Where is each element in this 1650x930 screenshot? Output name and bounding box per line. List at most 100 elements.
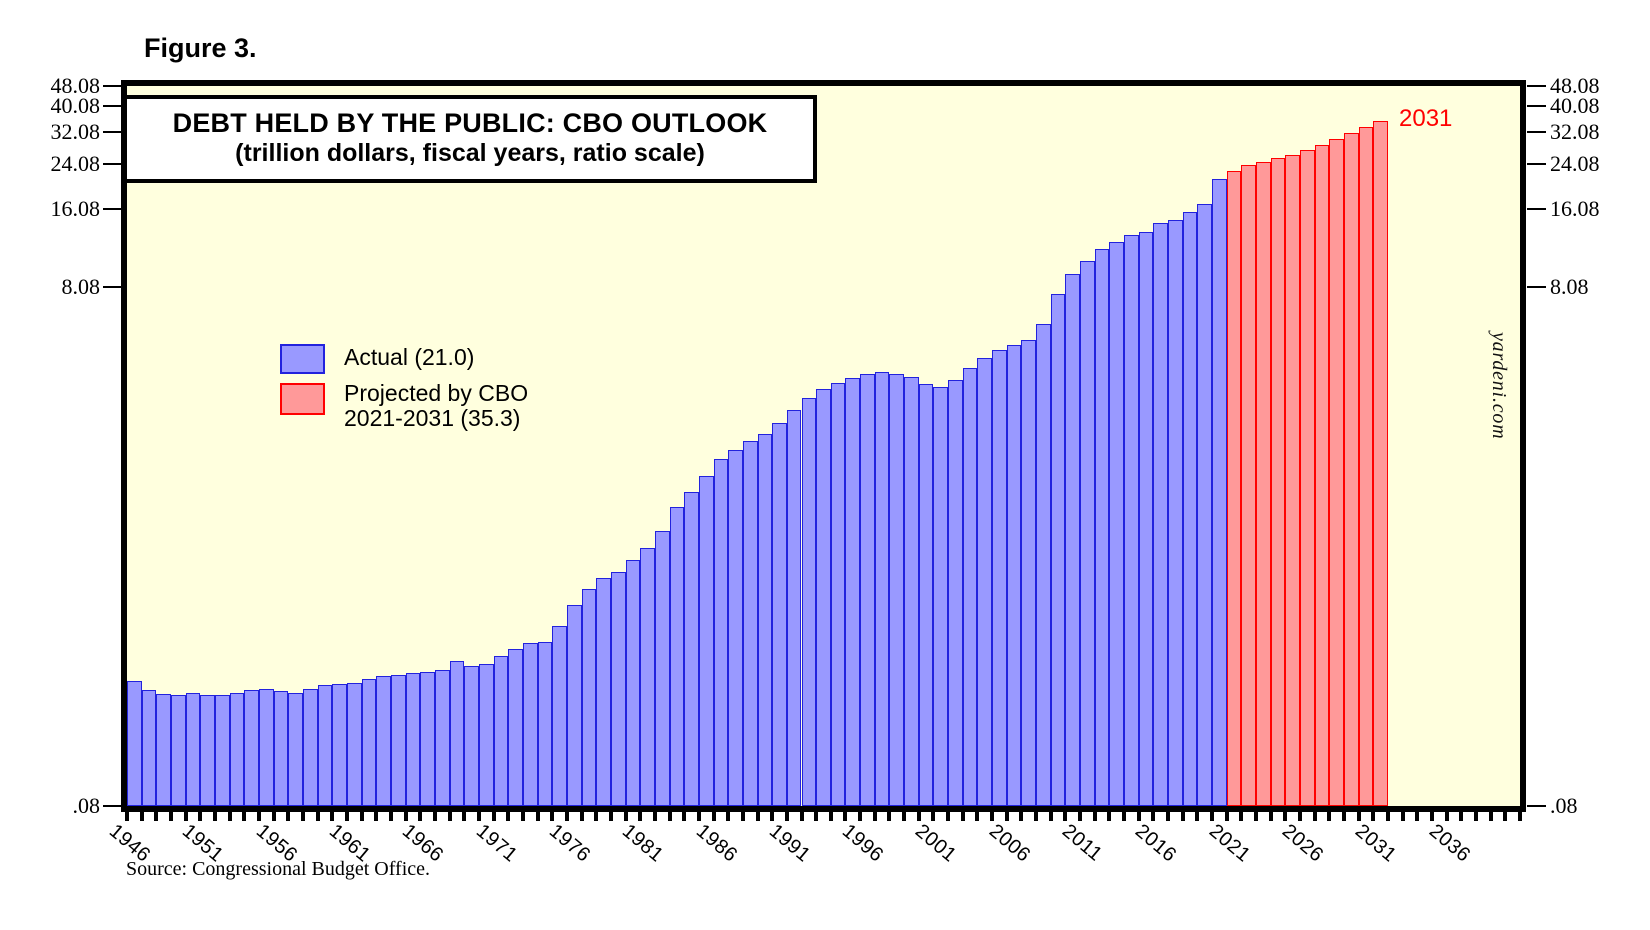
- bar-1970: [478, 663, 494, 806]
- x-axis-tick: [506, 812, 511, 821]
- x-axis-tick: [1151, 812, 1156, 821]
- bar-1980: [625, 560, 641, 806]
- x-axis-tick: [183, 812, 188, 821]
- x-axis-tick: [447, 812, 452, 821]
- y-axis-label-left-16.08: 16.08: [50, 196, 101, 222]
- bar-2003: [962, 368, 978, 806]
- x-axis-tick: [1180, 812, 1185, 821]
- bar-1992: [801, 398, 817, 806]
- y-axis-tick-right: [1527, 285, 1546, 288]
- bar-1997: [874, 372, 890, 806]
- bar-1947: [141, 690, 157, 806]
- bar-1991: [786, 410, 802, 806]
- x-axis-tick: [740, 812, 745, 821]
- bar-1978: [596, 577, 611, 806]
- y-axis-tick-right: [1527, 208, 1546, 211]
- y-axis-tick-right: [1527, 105, 1546, 108]
- x-axis-tick: [271, 812, 276, 821]
- bar-1956: [273, 691, 289, 806]
- x-axis-tick: [1063, 812, 1068, 821]
- bar-1948: [156, 694, 171, 806]
- x-axis-tick: [1078, 812, 1083, 821]
- x-axis-tick: [814, 812, 819, 821]
- bar-1951: [200, 695, 215, 806]
- y-axis-label-right-.08: .08: [1550, 793, 1578, 818]
- x-axis-tick: [403, 812, 408, 821]
- bar-2030: [1358, 126, 1374, 806]
- x-axis-label-1976: 1976: [544, 820, 595, 867]
- x-axis-tick: [608, 812, 613, 821]
- y-axis-tick-right: [1527, 162, 1546, 165]
- bar-1999: [904, 376, 919, 806]
- source-note: Source: Congressional Budget Office.: [126, 858, 431, 880]
- yardeni-watermark: yardeni.com: [1488, 332, 1510, 440]
- bar-1977: [581, 589, 597, 806]
- bar-1990: [772, 422, 787, 806]
- x-axis-tick: [1444, 812, 1449, 821]
- bar-1974: [537, 641, 553, 806]
- legend-projected-swatch: [280, 383, 325, 415]
- x-axis-tick: [212, 812, 217, 821]
- x-axis-tick: [476, 812, 481, 821]
- x-axis-tick: [682, 812, 687, 821]
- x-axis-tick: [1019, 812, 1024, 821]
- x-axis-tick: [916, 812, 921, 821]
- x-axis-tick: [946, 812, 951, 821]
- bar-2023: [1256, 161, 1271, 806]
- x-axis-label-1996: 1996: [838, 820, 888, 867]
- bar-2013: [1109, 242, 1125, 806]
- x-axis-tick: [843, 812, 848, 821]
- x-axis-tick: [1048, 812, 1053, 821]
- x-axis-tick: [344, 812, 349, 821]
- y-axis-label-left-32.08: 32.08: [50, 118, 101, 144]
- legend-projected-label: Projected by CBO 2021-2031 (35.3): [344, 381, 528, 431]
- x-axis-tick: [1195, 812, 1200, 821]
- x-axis-tick: [388, 812, 393, 821]
- x-axis-tick: [125, 812, 129, 821]
- bar-1979: [610, 572, 626, 806]
- y-axis-tick-right: [1527, 805, 1546, 807]
- x-axis-tick: [1386, 812, 1391, 821]
- bar-1965: [405, 672, 421, 806]
- bar-1961: [346, 683, 362, 806]
- x-axis-tick: [990, 812, 995, 821]
- x-axis-tick: [1092, 812, 1097, 821]
- bar-1984: [684, 491, 699, 806]
- bar-2024: [1270, 158, 1286, 806]
- bar-2009: [1050, 294, 1066, 806]
- x-axis-label-2001: 2001: [911, 820, 962, 867]
- x-axis-tick: [330, 812, 335, 821]
- bar-1967: [434, 670, 450, 806]
- y-axis-tick-left: [103, 805, 122, 807]
- x-axis-tick: [638, 812, 643, 821]
- x-axis-tick: [1356, 812, 1361, 821]
- x-axis-tick: [1430, 812, 1435, 821]
- bar-2014: [1124, 235, 1139, 806]
- chart-subtitle: (trillion dollars, fiscal years, ratio s…: [235, 139, 705, 167]
- y-axis-label-left-40.08: 40.08: [50, 93, 101, 119]
- y-axis-tick-left: [103, 85, 122, 87]
- bar-1955: [258, 689, 274, 806]
- x-axis-tick: [1415, 812, 1420, 821]
- y-axis-label-left-48.08: 48.08: [50, 73, 101, 98]
- bar-1988: [742, 440, 758, 806]
- bar-2029: [1344, 133, 1359, 806]
- x-axis-tick: [1283, 812, 1288, 821]
- x-axis-label-1981: 1981: [618, 820, 668, 867]
- x-axis-tick: [594, 812, 599, 821]
- x-axis-tick: [491, 812, 496, 821]
- legend-actual-swatch: [280, 344, 325, 374]
- x-axis-tick: [887, 812, 892, 821]
- y-axis-label-right-24.08: 24.08: [1550, 150, 1600, 176]
- bar-1957: [288, 692, 303, 806]
- y-axis-tick-right: [1527, 85, 1546, 87]
- bar-2011: [1080, 261, 1095, 806]
- bar-1994: [830, 383, 846, 806]
- bar-1958: [302, 689, 318, 806]
- bar-2010: [1065, 274, 1081, 806]
- x-axis-label-1991: 1991: [764, 820, 815, 867]
- y-axis-label-right-32.08: 32.08: [1550, 118, 1600, 144]
- y-axis-tick-right: [1527, 130, 1546, 133]
- x-axis-tick: [1400, 812, 1405, 821]
- x-axis-tick: [1371, 812, 1376, 821]
